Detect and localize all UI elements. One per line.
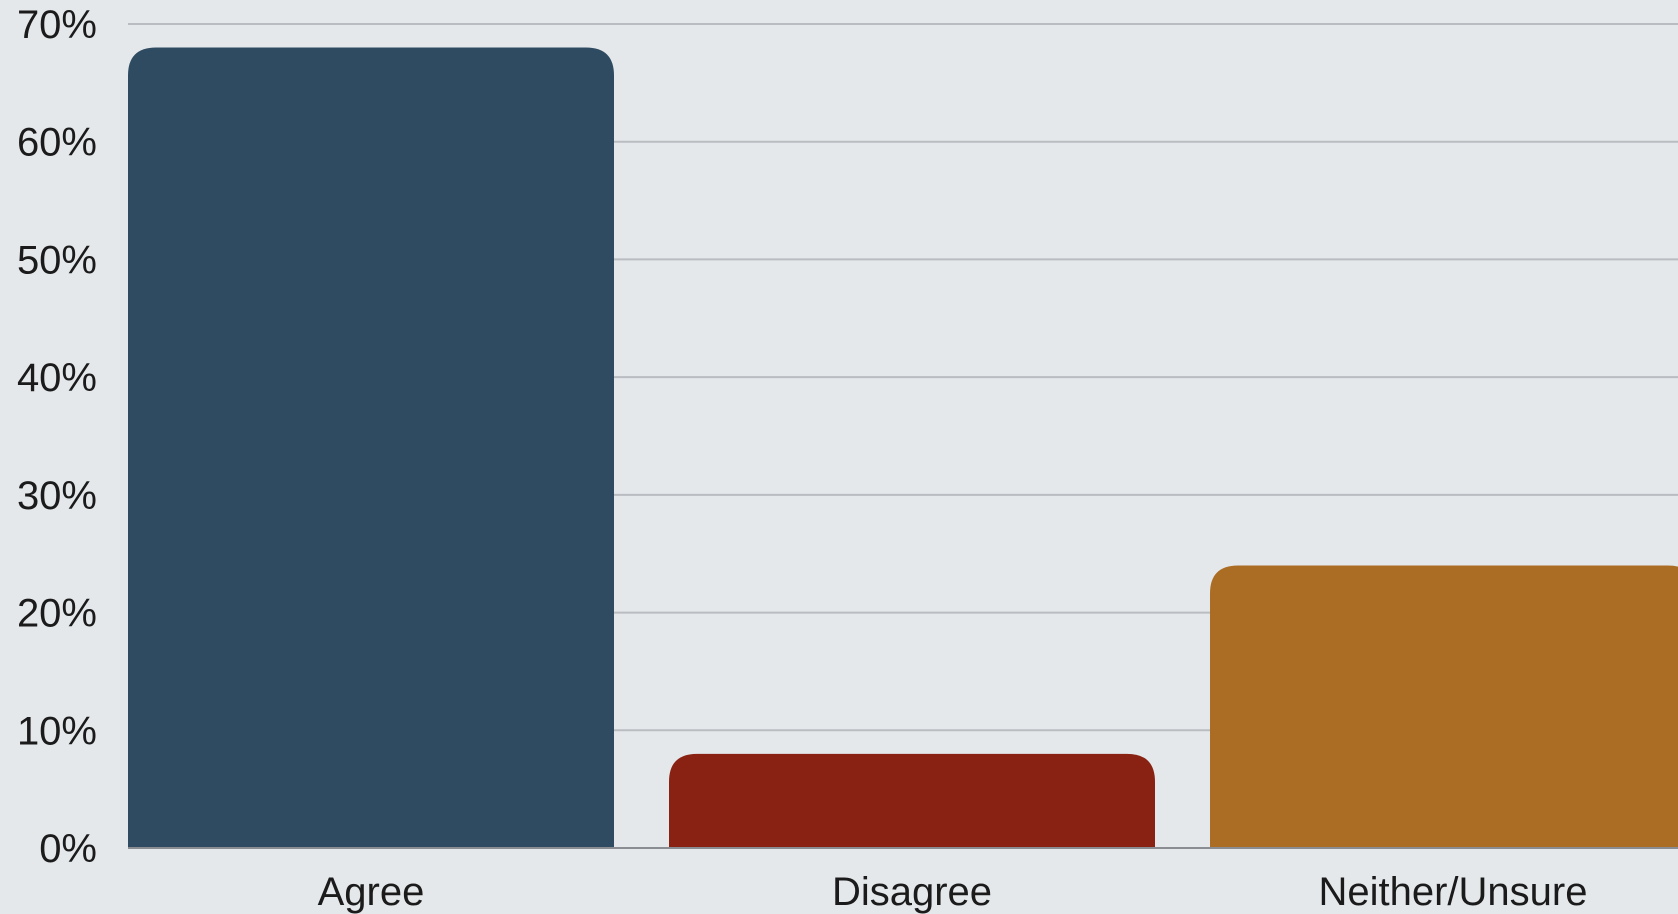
x-category-label: Neither/Unsure (1318, 870, 1587, 914)
y-tick-label: 0% (39, 827, 97, 871)
y-axis-tick-labels: 0% 10% 20% 30% 40% 50% 60% 70% (17, 3, 97, 871)
y-tick-label: 60% (17, 121, 97, 165)
x-category-label: Agree (318, 870, 425, 914)
bar-agree (128, 47, 614, 849)
y-tick-label: 70% (17, 3, 97, 47)
bar-disagree (669, 753, 1155, 848)
y-tick-label: 50% (17, 238, 97, 282)
y-tick-label: 30% (17, 474, 97, 518)
x-axis-category-labels: Agree Disagree Neither/Unsure (318, 870, 1588, 914)
y-tick-label: 10% (17, 709, 97, 753)
y-tick-label: 40% (17, 356, 97, 400)
bar-neither-unsure (1210, 565, 1678, 848)
x-category-label: Disagree (832, 870, 992, 914)
y-tick-label: 20% (17, 592, 97, 636)
bars (128, 47, 1678, 849)
